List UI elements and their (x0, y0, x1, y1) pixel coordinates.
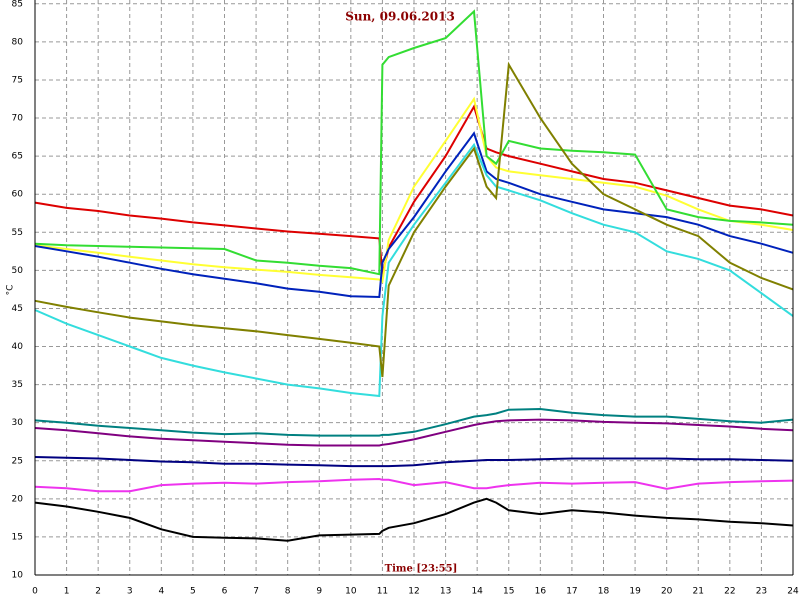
series-line (34, 477, 794, 493)
x-tick-label: 15 (503, 587, 514, 597)
series-line (34, 9, 794, 276)
y-tick-label: 45 (12, 304, 23, 314)
y-tick-label: 40 (12, 342, 24, 352)
x-tick-label: 24 (787, 587, 799, 597)
y-axis-label: °C (6, 285, 16, 296)
x-tick-label: 10 (345, 587, 357, 597)
x-tick-label: 5 (190, 587, 196, 597)
series-line (34, 61, 794, 378)
x-tick-label: 9 (316, 587, 322, 597)
series-line (34, 407, 794, 437)
y-tick-label: 25 (12, 456, 23, 466)
y-tick-label: 20 (12, 494, 24, 504)
x-tick-label: 22 (724, 587, 735, 597)
y-tick-label: 85 (12, 0, 23, 9)
x-tick-label: 3 (127, 587, 133, 597)
series-line (34, 142, 794, 398)
x-axis-label: Time [23:55] (385, 564, 458, 575)
x-tick-label: 20 (661, 587, 673, 597)
x-tick-label: 18 (598, 587, 610, 597)
y-tick-label: 75 (12, 75, 23, 85)
x-tick-label: 2 (95, 587, 101, 597)
x-tick-label: 13 (440, 587, 451, 597)
x-tick-label: 23 (756, 587, 767, 597)
x-tick-label: 6 (222, 587, 228, 597)
x-tick-label: 21 (693, 587, 704, 597)
x-tick-label: 11 (377, 587, 388, 597)
y-tick-label: 60 (12, 190, 24, 200)
x-tick-label: 16 (535, 587, 547, 597)
series-line (34, 96, 794, 284)
x-tick-label: 17 (566, 587, 577, 597)
grid (34, 0, 794, 576)
y-tick-label: 65 (12, 152, 23, 162)
x-tick-label: 19 (629, 587, 641, 597)
y-tick-label: 15 (12, 532, 23, 542)
x-tick-label: 12 (408, 587, 419, 597)
y-tick-label: 10 (12, 571, 24, 581)
x-tick-label: 4 (158, 587, 164, 597)
x-tick-label: 7 (253, 587, 259, 597)
y-tick-label: 30 (12, 418, 24, 428)
x-tick-label: 1 (64, 587, 70, 597)
series-line (34, 497, 794, 542)
y-tick-label: 55 (12, 228, 23, 238)
lines (34, 9, 794, 542)
series-line (34, 456, 794, 468)
series-line (34, 104, 794, 275)
x-tick-label: 8 (285, 587, 291, 597)
y-tick-label: 70 (12, 114, 24, 124)
series-line (34, 418, 794, 447)
x-tick-label: 14 (471, 587, 483, 597)
y-tick-label: 80 (12, 37, 24, 47)
y-tick-label: 35 (12, 380, 23, 390)
y-tick-label: 50 (12, 266, 24, 276)
chart-title: Sun, 09.06.2013 (345, 10, 455, 24)
x-tick-label: 0 (32, 587, 38, 597)
